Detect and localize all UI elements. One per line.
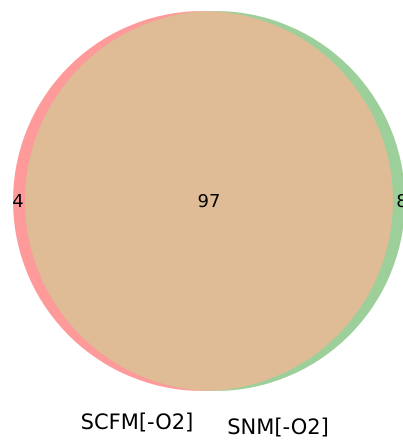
intersection-region bbox=[25, 11, 393, 391]
set-a-name: SCFM[-O2] bbox=[81, 410, 194, 434]
venn-shapes bbox=[13, 11, 403, 391]
set-b-name: SNM[-O2] bbox=[227, 415, 329, 439]
only-b-label: 8 bbox=[396, 191, 403, 212]
only-a-label: 4 bbox=[12, 191, 23, 212]
intersection-label: 97 bbox=[198, 191, 221, 212]
